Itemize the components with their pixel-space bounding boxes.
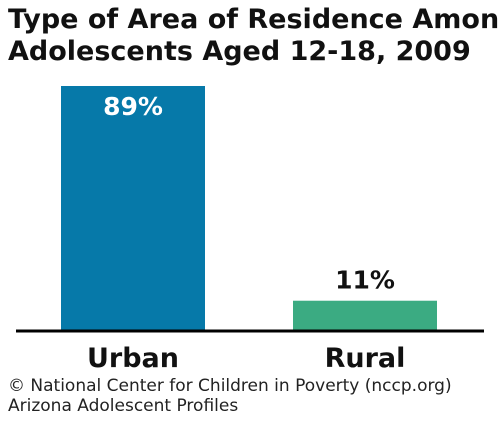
bar-urban [61,86,205,331]
chart-title: Type of Area of Residence Among Adolesce… [8,4,498,68]
credit-text: © National Center for Children in Povert… [8,376,452,396]
tick-label-rural: Rural [325,343,406,374]
data-label-urban: 89% [103,92,163,121]
bar-rural [293,300,437,331]
chart-footer: © National Center for Children in Povert… [8,376,452,416]
tick-label-urban: Urban [87,343,179,374]
data-label-rural: 11% [335,266,395,295]
chart-title-line-2: Adolescents Aged 12-18, 2009 [8,36,471,67]
chart-title-line-1: Type of Area of Residence Among [8,4,498,35]
source-text: Arizona Adolescent Profiles [8,396,239,416]
